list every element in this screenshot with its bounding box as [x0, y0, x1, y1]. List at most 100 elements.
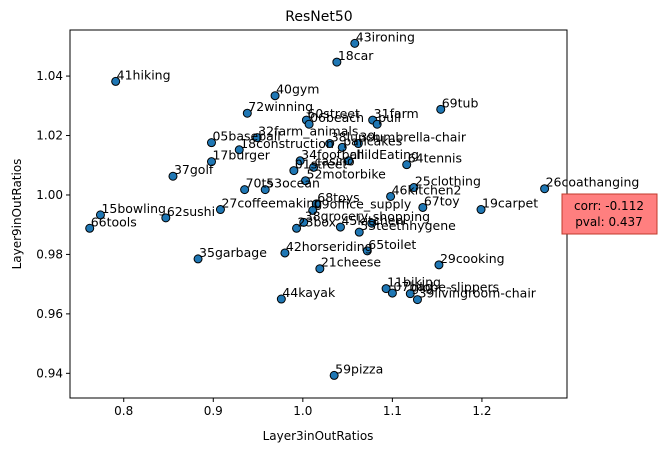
point-label: 39livingroom-chair	[418, 286, 536, 301]
data-point	[276, 294, 286, 304]
point-label: 15bowling	[101, 201, 166, 216]
data-point	[372, 119, 382, 129]
point-label: 38lunch	[331, 130, 381, 145]
data-point	[337, 142, 347, 152]
data-point	[240, 185, 250, 195]
y-tick-label: 1.04	[36, 69, 63, 83]
data-point	[332, 57, 342, 67]
data-point	[412, 295, 422, 305]
point-label: 25clothing	[415, 174, 481, 189]
point-label: 68toys	[317, 190, 359, 205]
point-label: 06beach	[310, 110, 364, 125]
point-label: 31farm	[374, 106, 419, 121]
annotation-pval: pval: 0.437	[575, 215, 643, 229]
point-label: 59pizza	[335, 361, 383, 376]
data-point	[343, 156, 353, 166]
data-point	[280, 248, 290, 258]
annotation-box	[561, 193, 658, 235]
points-layer: 43ironing 18car 41hiking 40gym 69tub 72winnin…	[85, 29, 639, 380]
data-point	[325, 139, 335, 149]
point-label: 35garbage	[199, 245, 267, 260]
data-point	[362, 246, 372, 256]
point-label: 32farm_animals	[258, 124, 358, 139]
data-point	[386, 191, 396, 201]
x-tick-label: 1.2	[472, 404, 491, 418]
data-point	[315, 264, 325, 274]
y-tick-label: 1.00	[36, 188, 63, 202]
data-point	[436, 104, 446, 114]
data-point	[299, 217, 309, 227]
data-point	[270, 91, 280, 101]
x-tick-label: 0.8	[114, 404, 133, 418]
data-point	[111, 76, 121, 86]
data-point	[409, 183, 419, 193]
point-label: 18construction	[240, 136, 334, 151]
point-label: 19carpet	[482, 196, 538, 211]
data-point	[85, 223, 95, 233]
point-label: 40gym	[276, 82, 319, 97]
x-axis-title: Layer3inOutRatios	[263, 429, 374, 443]
data-point	[308, 205, 318, 215]
point-label: 01street	[295, 157, 348, 172]
annotation-corr: corr: -0.112	[574, 199, 644, 213]
point-label: 67toy	[424, 193, 460, 208]
data-point	[252, 133, 262, 143]
point-label: casino	[315, 153, 355, 168]
y-axis-ticks: 0.94 0.96 0.98 1.00 1.02 1.04	[36, 69, 70, 380]
point-label: 05baseball	[212, 129, 280, 144]
data-point	[418, 202, 428, 212]
chart-title: ResNet50	[285, 9, 352, 25]
point-label: 37golf	[174, 162, 214, 177]
data-point	[260, 185, 270, 195]
point-label: 70ts	[246, 176, 273, 191]
point-label: 29cooking	[440, 251, 505, 266]
y-tick-label: 1.02	[36, 129, 63, 143]
data-point	[476, 205, 486, 215]
data-point	[295, 156, 305, 166]
data-point	[206, 157, 216, 167]
x-tick-label: 1.0	[293, 404, 312, 418]
point-label: pull	[378, 110, 401, 125]
point-label: 09office_supply	[314, 196, 412, 211]
data-point	[206, 138, 216, 148]
data-point	[309, 162, 319, 172]
point-label: 45kitchen	[341, 213, 403, 228]
point-label: 53ocean	[266, 176, 320, 191]
point-label: 38grocery	[305, 208, 369, 223]
data-point	[335, 222, 345, 232]
point-label: 41hiking	[117, 67, 171, 82]
data-point	[353, 139, 363, 149]
y-tick-label: 0.96	[36, 307, 63, 321]
data-point	[350, 38, 360, 48]
point-label: 11biking	[387, 275, 441, 290]
data-point	[434, 260, 444, 270]
point-label: 42horseriding	[286, 239, 373, 254]
point-label: shopping	[373, 209, 430, 224]
point-label: 60street	[307, 106, 360, 121]
point-label: 64tennis	[408, 151, 462, 166]
point-label: childEating	[349, 147, 418, 162]
data-point	[367, 218, 377, 228]
data-point	[168, 171, 178, 181]
y-tick-label: 0.98	[36, 247, 63, 261]
point-label: 69tub	[442, 95, 479, 110]
point-label: 66tools	[91, 214, 137, 229]
x-axis-ticks: 0.8 0.9 1.0 1.1 1.2	[114, 398, 491, 418]
point-label: 44kayak	[282, 285, 336, 300]
point-label: 43ironing	[356, 29, 415, 44]
data-point	[381, 284, 391, 294]
data-point	[405, 289, 415, 299]
point-label: 34football	[301, 147, 364, 162]
data-point	[301, 176, 311, 186]
point-label: 52motorbike	[307, 167, 387, 182]
data-point	[95, 210, 105, 220]
x-tick-label: 0.9	[204, 404, 223, 418]
point-label: 27coffeemaking	[221, 196, 322, 211]
data-point	[354, 227, 364, 237]
x-tick-label: 1.1	[383, 404, 402, 418]
data-point	[540, 184, 550, 194]
point-label: 39umbrella-chair	[359, 130, 467, 145]
point-label: pancakes	[343, 133, 402, 148]
point-label: 23box	[298, 214, 337, 229]
